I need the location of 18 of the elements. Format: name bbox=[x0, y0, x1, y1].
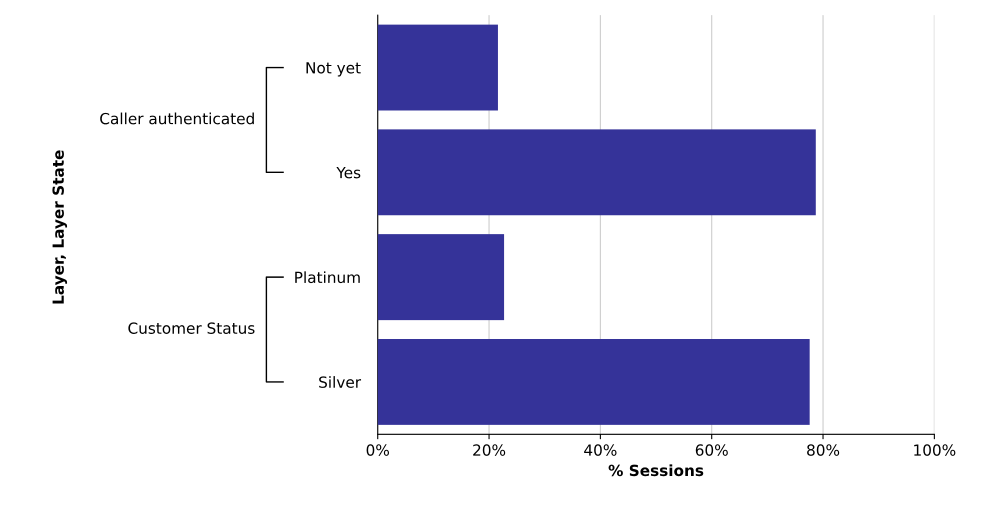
y-tick-label: Platinum bbox=[295, 271, 360, 284]
x-tick-label: 0% bbox=[366, 444, 389, 456]
x-tick-label: 60% bbox=[696, 444, 728, 456]
x-tick-label: 20% bbox=[473, 444, 506, 456]
x-tick-label: 100% bbox=[914, 444, 956, 456]
bar bbox=[378, 234, 504, 320]
x-tick-label: 80% bbox=[807, 444, 840, 456]
x-tick-label: 40% bbox=[584, 444, 617, 456]
y-tick-label: Not yet bbox=[306, 62, 361, 77]
y-tick-label: Silver bbox=[319, 376, 362, 388]
bar bbox=[378, 338, 810, 425]
bar bbox=[378, 24, 498, 111]
text: Caller authenticated bbox=[100, 112, 254, 124]
text: Layer, Layer State bbox=[52, 150, 68, 304]
text: Customer Status bbox=[128, 322, 255, 334]
x-axis-title: % Sessions bbox=[608, 464, 704, 476]
y-tick-label: Yes bbox=[336, 166, 360, 178]
bar bbox=[378, 129, 816, 216]
